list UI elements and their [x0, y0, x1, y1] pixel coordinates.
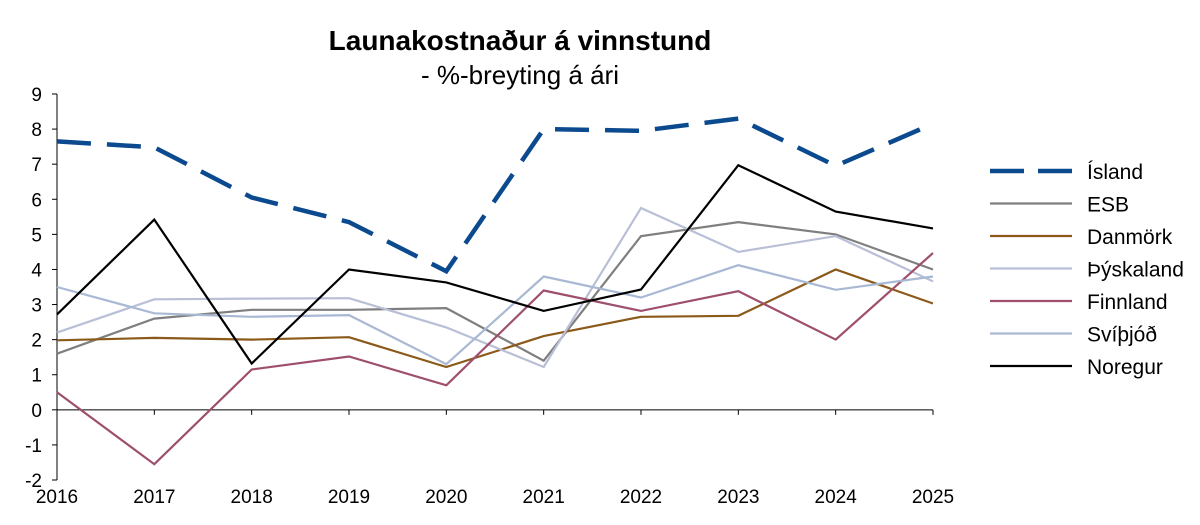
legend-label: Þýskaland	[1087, 259, 1184, 282]
x-tick-label: 2018	[231, 487, 273, 508]
legend-label: Danmörk	[1087, 226, 1173, 249]
y-tick-label: 6	[31, 190, 42, 211]
y-tick-label: -2	[25, 471, 42, 492]
chart-subtitle: - %-breyting á ári	[421, 60, 619, 90]
x-tick-label: 2023	[717, 487, 759, 508]
legend-item: Noregur	[990, 356, 1163, 379]
legend-item: Finnland	[990, 291, 1168, 314]
series-line-3	[56, 206, 934, 369]
x-tick-label: 2021	[523, 487, 565, 508]
legend-item: ESB	[990, 194, 1129, 217]
legend-item: Þýskaland	[990, 259, 1184, 282]
series-line-4	[56, 252, 934, 466]
legend-label: Ísland	[1087, 161, 1143, 184]
legend-label: Finnland	[1087, 291, 1168, 314]
series-line-1	[56, 220, 934, 363]
y-tick-label: 1	[31, 366, 42, 387]
x-tick-label: 2022	[620, 487, 662, 508]
legend-label: Noregur	[1087, 356, 1163, 379]
y-tick-label: -1	[25, 436, 42, 457]
y-tick-label: 2	[31, 331, 42, 352]
y-tick-label: 0	[31, 401, 42, 422]
series-line-6	[56, 163, 934, 366]
y-tick-label: 3	[31, 296, 42, 317]
legend-item: Danmörk	[990, 226, 1173, 249]
legend-label: Svíþjóð	[1087, 324, 1157, 347]
legend: Ísland ESB Danmörk Þýskaland Finnland Svíþjóð…	[990, 161, 1184, 379]
series-line-5	[56, 264, 934, 366]
series-line-2	[56, 268, 934, 369]
x-tick-label: 2016	[36, 487, 78, 508]
legend-item: Ísland	[990, 161, 1143, 184]
x-tick-label: 2025	[912, 487, 954, 508]
y-tick-label: 9	[31, 85, 42, 106]
y-tick-label: 8	[31, 120, 42, 141]
series-line-0	[56, 116, 934, 275]
x-tick-label: 2020	[425, 487, 467, 508]
series-layer	[56, 116, 934, 466]
y-tick-label: 5	[31, 225, 42, 246]
x-tick-label: 2024	[815, 487, 858, 508]
legend-item: Svíþjóð	[990, 324, 1157, 347]
x-tick-label: 2017	[133, 487, 175, 508]
legend-label: ESB	[1087, 194, 1129, 217]
y-tick-label: 4	[31, 260, 42, 281]
axes: -2 -1 0 1 2 3 4 5 6 7 8 9 2016 2017 2018 2019 2020 2021 20…	[25, 85, 954, 508]
y-tick-label: 7	[31, 155, 42, 176]
x-tick-label: 2019	[328, 487, 370, 508]
chart-title: Launakostnaður á vinnstund	[329, 25, 712, 56]
